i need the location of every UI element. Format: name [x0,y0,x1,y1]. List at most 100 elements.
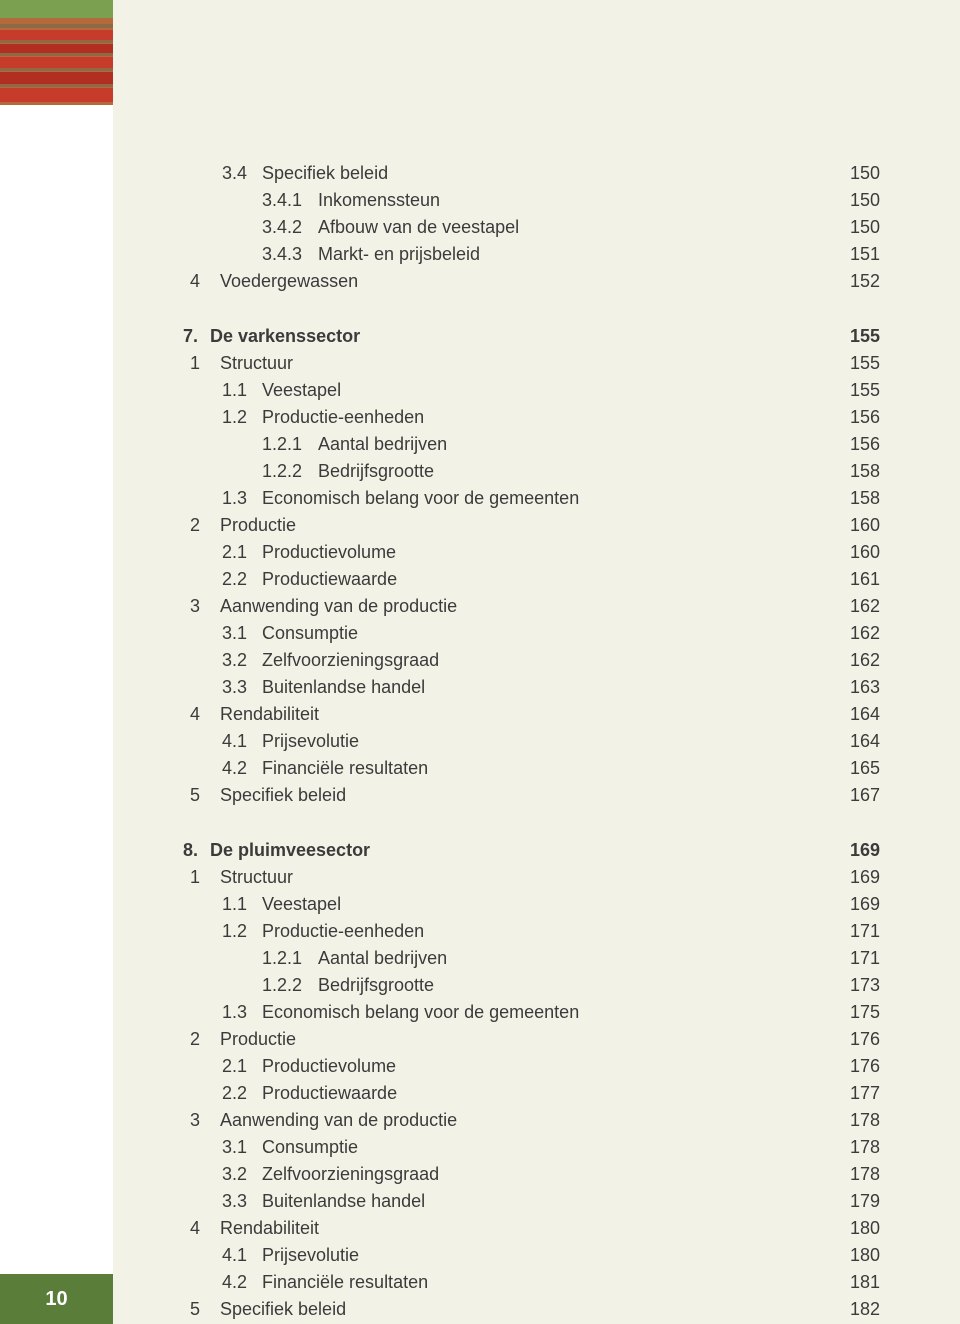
toc-entry-title: Productiewaarde [262,1080,397,1107]
toc-row: 2Productie 160 [160,512,880,539]
toc-row: 2.2Productiewaarde161 [160,566,880,593]
toc-entry-page: 155 [832,323,880,350]
toc-row: 1Structuur155 [160,350,880,377]
toc-row: 1.2Productie-eenheden171 [160,918,880,945]
toc-entry-number: 1 [190,864,220,891]
toc-row: 4.2Financiële resultaten181 [160,1269,880,1296]
toc-entry-page: 160 [832,512,880,539]
toc-entry-title: Aantal bedrijven [318,945,447,972]
toc-entry-page: 164 [832,701,880,728]
toc-entry-number: 2.1 [222,1053,262,1080]
toc-entry-title: Specifiek beleid [220,782,346,809]
toc-entry-number: 1.2.2 [262,972,318,999]
toc-row-left: 3.2Zelfvoorzieningsgraad [160,647,439,674]
toc-entry-title: Bedrijfsgrootte [318,458,434,485]
toc-row-left: 3Aanwending van de productie [160,1107,457,1134]
toc-row: 3.4.1Inkomenssteun 150 [160,187,880,214]
toc-row: 4.1Prijsevolutie164 [160,728,880,755]
toc-entry-title: Inkomenssteun [318,187,440,214]
toc-entry-number: 5 [190,1296,220,1323]
toc-entry-title: Veestapel [262,377,341,404]
toc-row-left: 5Specifiek beleid [160,782,346,809]
toc-row-left: 1.2.1Aantal bedrijven [160,945,447,972]
toc-row: 2.2Productiewaarde177 [160,1080,880,1107]
toc-entry-page: 171 [832,945,880,972]
toc-entry-number: 3 [190,1107,220,1134]
toc-row: 1.1Veestapel169 [160,891,880,918]
toc-row: 2.1Productievolume160 [160,539,880,566]
toc-entry-title: Buitenlandse handel [262,674,425,701]
toc-entry-title: De pluimveesector [210,837,370,864]
toc-row-left: 1.2.1Aantal bedrijven [160,431,447,458]
toc-entry-number: 3.2 [222,647,262,674]
toc-entry-page: 176 [832,1053,880,1080]
toc-row: 7.De varkenssector155 [160,323,880,350]
toc-entry-number: 4 [190,701,220,728]
toc-entry-title: Structuur [220,864,293,891]
toc-entry-title: Aantal bedrijven [318,431,447,458]
toc-entry-page: 169 [832,864,880,891]
toc-entry-title: Productie-eenheden [262,918,424,945]
toc-row-left: 2Productie [160,512,296,539]
toc-entry-page: 176 [832,1026,880,1053]
toc-entry-number: 1.2.1 [262,945,318,972]
toc-row-left: 3.1Consumptie [160,620,358,647]
toc-entry-title: Aanwending van de productie [220,593,457,620]
toc-section-gap [160,295,880,323]
toc-row-left: 1.1Veestapel [160,377,341,404]
toc-row: 2Productie 176 [160,1026,880,1053]
sidebar-title: Inhoudstabel [0,780,14,1204]
toc-entry-number: 2 [190,1026,220,1053]
toc-row-left: 4.1Prijsevolutie [160,1242,359,1269]
toc-row-left: 5Specifiek beleid [160,1296,346,1323]
toc-row-left: 4.2Financiële resultaten [160,1269,428,1296]
toc-entry-title: Rendabiliteit [220,1215,319,1242]
toc-row-left: 2Productie [160,1026,296,1053]
toc-entry-page: 155 [832,350,880,377]
toc-row-left: 2.2Productiewaarde [160,566,397,593]
toc-row-left: 3.1Consumptie [160,1134,358,1161]
toc-entry-page: 173 [832,972,880,999]
toc-row: 1.2.1Aantal bedrijven 156 [160,431,880,458]
page-number-box: 10 [0,1274,113,1324]
toc-entry-page: 156 [832,404,880,431]
toc-entry-number: 1.2 [222,918,262,945]
toc-entry-title: Productiewaarde [262,566,397,593]
toc-entry-page: 150 [832,187,880,214]
toc-entry-title: Aanwending van de productie [220,1107,457,1134]
toc-entry-title: Afbouw van de veestapel [318,214,519,241]
toc-row: 1.2.2Bedrijfsgrootte173 [160,972,880,999]
toc-entry-number: 3.4.2 [262,214,318,241]
toc-row-left: 3.3Buitenlandse handel [160,1188,425,1215]
toc-row: 4.1Prijsevolutie180 [160,1242,880,1269]
toc-entry-title: Productie [220,1026,296,1053]
toc-row: 3.1Consumptie 162 [160,620,880,647]
toc-row: 3.4.2Afbouw van de veestapel150 [160,214,880,241]
toc-row-left: 1.3Economisch belang voor de gemeenten [160,485,579,512]
toc-entry-page: 158 [832,485,880,512]
toc-entry-title: Prijsevolutie [262,1242,359,1269]
toc-entry-number: 4.1 [222,1242,262,1269]
toc-row: 4Rendabiliteit164 [160,701,880,728]
toc-entry-title: Prijsevolutie [262,728,359,755]
toc-entry-title: Markt- en prijsbeleid [318,241,480,268]
toc-entry-title: Buitenlandse handel [262,1188,425,1215]
toc-row: 3.4Specifiek beleid150 [160,160,880,187]
toc-entry-title: Voedergewassen [220,268,358,295]
toc-entry-number: 4 [190,268,220,295]
toc-row: 1.1Veestapel155 [160,377,880,404]
toc-entry-title: Zelfvoorzieningsgraad [262,647,439,674]
toc-row-left: 3.4.2Afbouw van de veestapel [160,214,519,241]
toc-entry-page: 169 [832,891,880,918]
toc-entry-number: 8. [160,837,210,864]
toc-row: 2.1Productievolume176 [160,1053,880,1080]
toc-row: 3.2Zelfvoorzieningsgraad162 [160,647,880,674]
toc-row-left: 3.4.1Inkomenssteun [160,187,440,214]
toc-entry-number: 1.1 [222,891,262,918]
toc-entry-page: 156 [832,431,880,458]
toc-entry-number: 3.1 [222,620,262,647]
toc-entry-page: 162 [832,620,880,647]
toc-entry-number: 1.1 [222,377,262,404]
toc-entry-page: 164 [832,728,880,755]
toc-row: 3.3Buitenlandse handel179 [160,1188,880,1215]
